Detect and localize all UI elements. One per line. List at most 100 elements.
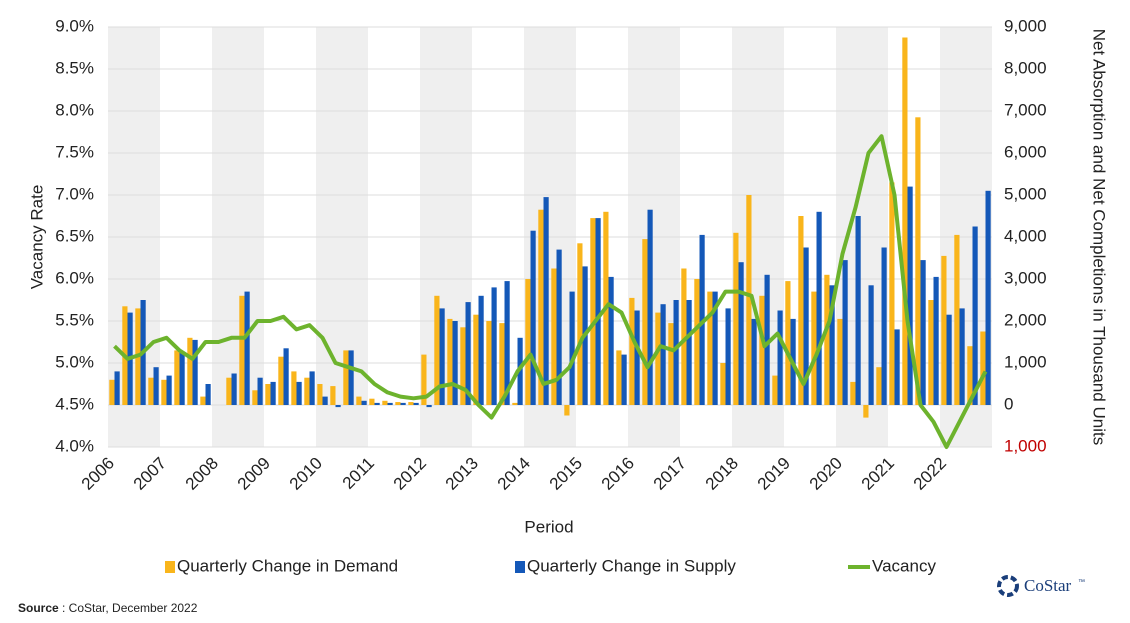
bar xyxy=(356,396,362,405)
legend-label: Quarterly Change in Demand xyxy=(177,556,398,575)
line xyxy=(113,134,988,449)
bar xyxy=(764,274,770,405)
bar xyxy=(504,281,510,405)
bar xyxy=(408,402,414,405)
bar xyxy=(278,356,284,405)
x-tick-label: 2009 xyxy=(234,454,274,494)
bar xyxy=(460,327,466,405)
logo-icon xyxy=(997,575,1019,597)
bar xyxy=(296,381,302,405)
bar xyxy=(161,379,167,405)
bar xyxy=(707,291,713,405)
bar xyxy=(616,350,622,405)
legend-label: Quarterly Change in Supply xyxy=(527,556,736,575)
bar xyxy=(244,291,250,405)
bar xyxy=(486,321,492,405)
bar xyxy=(777,310,783,405)
y2-tick-label: 9,000 xyxy=(1004,16,1047,35)
bar xyxy=(980,331,986,405)
bar xyxy=(590,218,596,405)
bar xyxy=(759,295,765,405)
bar xyxy=(824,274,830,405)
bar xyxy=(967,346,973,405)
bar xyxy=(634,310,640,405)
bar xyxy=(894,329,900,405)
y2-tick-label: 8,000 xyxy=(1004,58,1047,77)
x-tick-label: 2010 xyxy=(286,454,326,494)
bar xyxy=(842,260,848,405)
bar xyxy=(889,182,895,405)
bar xyxy=(907,186,913,405)
bar xyxy=(361,400,367,405)
y-tick-label: 7.0% xyxy=(55,184,94,203)
bar xyxy=(252,390,258,405)
bar xyxy=(283,348,289,405)
bar xyxy=(270,381,276,405)
x-tick-label: 2007 xyxy=(130,454,170,494)
bar xyxy=(920,260,926,405)
bar xyxy=(421,354,427,405)
y-tick-label: 4.5% xyxy=(55,394,94,413)
x-tick-label: 2017 xyxy=(650,454,690,494)
bar xyxy=(109,379,115,405)
x-tick-label: 2012 xyxy=(390,454,430,494)
bar xyxy=(538,209,544,405)
bar xyxy=(304,377,310,405)
bar xyxy=(512,402,518,405)
bar xyxy=(660,304,666,405)
bar xyxy=(725,308,731,405)
bar xyxy=(322,396,328,405)
bar xyxy=(837,318,843,405)
logo-mark: ™ xyxy=(1078,579,1085,586)
bar xyxy=(478,295,484,405)
bar xyxy=(816,211,822,405)
bar xyxy=(192,339,198,405)
bar xyxy=(257,377,263,405)
x-tick-label: 2020 xyxy=(806,454,846,494)
bar xyxy=(491,287,497,405)
bar xyxy=(959,308,965,405)
bar xyxy=(798,216,804,405)
bar xyxy=(343,350,349,405)
bar xyxy=(265,384,271,405)
bar xyxy=(946,314,952,405)
bar xyxy=(655,312,661,405)
bar xyxy=(395,402,401,405)
bar xyxy=(681,268,687,405)
bar xyxy=(153,367,159,405)
bar xyxy=(941,255,947,405)
bar xyxy=(179,352,185,405)
y-tick-label: 6.5% xyxy=(55,226,94,245)
bar xyxy=(720,363,726,405)
bar xyxy=(226,377,232,405)
y-tick-label: 7.5% xyxy=(55,142,94,161)
legend-label: Vacancy xyxy=(872,556,936,575)
bar xyxy=(829,285,835,405)
bar xyxy=(148,377,154,405)
source-text: : CoStar, December 2022 xyxy=(62,601,198,615)
bar xyxy=(751,318,757,405)
y2-tick-label: 0 xyxy=(1004,394,1013,413)
plot-area xyxy=(109,37,991,449)
y2-tick-label: 1,000 xyxy=(1004,352,1047,371)
bar xyxy=(400,402,406,405)
bar xyxy=(933,276,939,405)
bar xyxy=(335,405,341,408)
bar xyxy=(647,209,653,405)
bar xyxy=(746,195,752,405)
y-axis-title: Vacancy Rate xyxy=(27,185,46,290)
bar xyxy=(712,291,718,405)
bar xyxy=(434,295,440,405)
bar xyxy=(374,402,380,405)
bar xyxy=(954,234,960,405)
x-tick-label: 2019 xyxy=(754,454,794,494)
source-label: Source xyxy=(18,601,59,615)
bar xyxy=(738,262,744,405)
y2-axis-title: Net Absorption and Net Completions in Th… xyxy=(1090,29,1109,445)
logo-text: CoStar xyxy=(1024,576,1072,595)
bar xyxy=(330,386,336,405)
bar xyxy=(239,295,245,405)
bar xyxy=(673,300,679,405)
bar xyxy=(595,218,601,405)
